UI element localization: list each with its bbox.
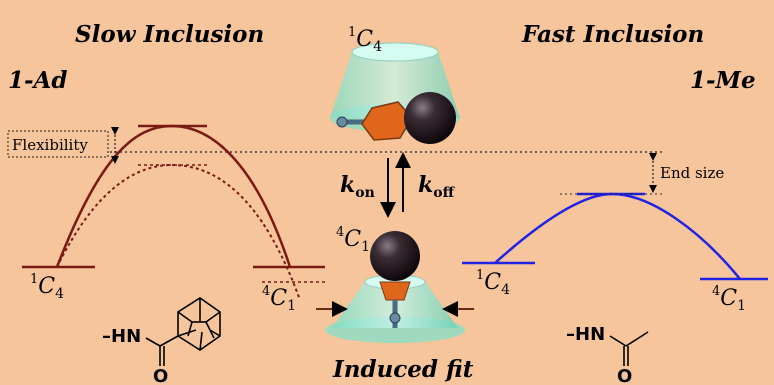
fast-inclusion-heading: Fast Inclusion: [521, 21, 704, 48]
k-off-label: koff: [418, 172, 456, 201]
acetamide-oxygen-label: O: [617, 366, 632, 385]
bottom-linker-node: [389, 312, 401, 324]
fast-energy-profile: [462, 192, 768, 281]
adamantyl-oxygen-label: O: [153, 366, 168, 385]
left-end-label: 4C1: [262, 284, 296, 314]
bottom-adamantyl-group: [379, 281, 411, 301]
top-cone-rim: [351, 42, 439, 62]
k-on-label: kon: [340, 172, 375, 201]
flexibility-label: Flexibility: [12, 136, 88, 154]
bottom-host-guest-complex: [316, 231, 474, 343]
top-guest-ball: [404, 92, 456, 144]
induced-fit-label: Induced fit: [332, 356, 474, 383]
acetamide-hn-label: –HN: [566, 324, 605, 345]
top-conformer-label: 1C4: [348, 25, 382, 55]
slow-flex-curve: [56, 163, 301, 301]
right-end-label: 4C1: [712, 284, 746, 314]
top-host-guest-complex: [330, 42, 460, 144]
bottom-guest-ball: [370, 231, 420, 281]
slow-energy-profile: [22, 124, 325, 301]
top-adamantyl-group: [361, 101, 413, 141]
acetamide-structure: –HN O: [566, 324, 649, 385]
adamantyl-amide-structure: –HN O: [102, 297, 221, 385]
top-linker-node: [336, 116, 348, 128]
slow-inclusion-heading: Slow Inclusion: [75, 21, 264, 48]
left-start-label: 1C4: [30, 272, 64, 302]
adamantyl-hn-label: –HN: [102, 326, 141, 347]
fast-barrier-curve: [494, 192, 741, 280]
1-ad-label: 1-Ad: [8, 67, 67, 94]
slow-barrier-curve: [55, 124, 292, 268]
flexibility-box: [7, 130, 109, 158]
1-me-label: 1-Me: [690, 67, 756, 94]
end-size-label: End size: [660, 164, 724, 182]
middle-conformer-label: 4C1: [336, 225, 370, 255]
right-start-label: 1C4: [476, 268, 510, 298]
